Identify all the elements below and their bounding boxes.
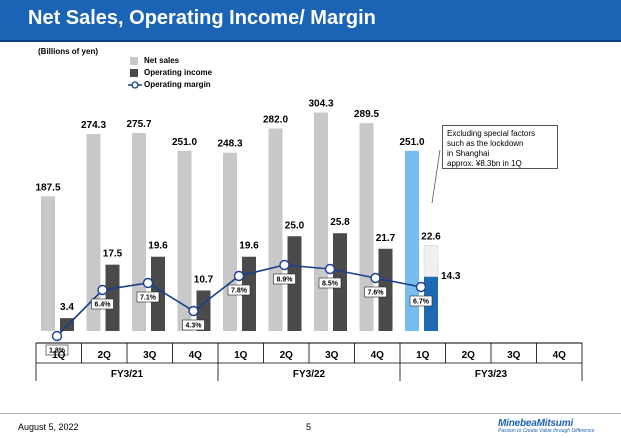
operating-margin-data-label: 8.5% [322,281,339,288]
net-sales-data-label: 251.0 [399,137,424,148]
legend-item-operating-income: Operating income [130,67,212,79]
operating-margin-label-box [409,295,433,307]
x-tick-label: 4Q [189,350,203,361]
net-sales-data-label: 248.3 [217,139,242,150]
net-sales-bar [223,152,237,331]
net-sales-data-label: 274.3 [81,120,106,131]
net-sales-data-label: 275.7 [126,119,151,130]
x-tick-label: 2Q [280,350,294,361]
net-sales-bar [314,112,328,331]
operating-income-data-label: 19.6 [239,241,259,252]
operating-margin-point [324,263,336,275]
x-tick-label: 4Q [553,350,567,361]
operating-margin-point [97,284,108,296]
x-tick-label: 2Q [98,350,112,361]
x-tick-label: 3Q [143,350,157,361]
operating-income-bar [105,264,120,331]
operating-margin-point [142,277,154,289]
operating-margin-data-label: 8.9% [277,277,294,284]
operating-income-data-label: 25.0 [285,220,305,231]
operating-margin-data-label: 7.1% [140,295,157,302]
x-tick-label: 2Q [462,350,476,361]
x-tick-label: 3Q [507,350,521,361]
header-bar: Net Sales, Operating Income/ Margin [0,0,621,40]
operating-margin-point [51,330,63,342]
legend-label-operating-margin: Operating margin [144,80,211,89]
special-factor-bar [423,245,439,278]
operating-margin-point [279,259,290,271]
operating-income-data-label: 19.6 [148,241,168,252]
operating-margin-data-label: 4.3% [186,323,203,330]
operating-margin-label-box [273,273,296,285]
annotation-pointer [431,149,441,204]
legend-item-operating-margin: Operating margin [128,79,212,91]
net-sales-data-label: 251.0 [172,137,197,148]
operating-income-data-label: 14.3 [441,271,461,282]
annotation-line: such as the lockdown [447,139,524,148]
net-sales-bar [86,134,101,331]
operating-margin-point [415,281,427,293]
operating-margin-data-label: 6.4% [95,302,112,309]
operating-margin-label-box [182,319,205,331]
logo-tagline: Passion to Create Value through Differen… [498,428,595,434]
annotation-line: in Shanghai [447,149,490,158]
legend-label-operating-income: Operating income [144,68,213,77]
footer-divider [0,413,621,414]
page-number: 5 [306,422,312,432]
operating-margin-label-box [45,344,69,356]
logo-wordmark: MinebeaMitsumi [498,418,573,429]
fiscal-year-label: FY3/21 [111,369,144,380]
operating-margin-label-box [364,286,387,298]
operating-margin-label-box [227,284,251,296]
operating-margin-label-box [91,298,114,310]
header-divider [0,40,621,42]
fiscal-year-label: FY3/22 [293,369,326,380]
company-logo: MinebeaMitsumi Passion to Create Value t… [498,418,594,434]
x-tick-label: 1Q [52,350,66,361]
operating-income-data-label: 21.7 [376,233,396,244]
x-tick-label: 1Q [416,350,430,361]
net-sales-bar [268,128,283,331]
operating-income-data-label: 17.5 [103,249,123,260]
page-title: Net Sales, Operating Income/ Margin [28,7,376,29]
operating-margin-point [233,270,245,282]
annotation-callout: Excluding special factors such as the lo… [442,125,558,169]
net-sales-data-label: 289.5 [354,109,379,120]
operating-margin-label-box [136,291,160,303]
operating-margin-point [370,272,381,284]
net-sales-bar [177,150,192,331]
x-tick-label: 4Q [371,350,385,361]
operating-income-data-label: 3.4 [60,302,74,313]
operating-income-data-label: 10.7 [194,274,214,285]
legend-label-net-sales: Net sales [144,56,180,65]
operating-margin-label-box [318,277,342,289]
operating-margin-data-label: 7.6% [368,290,385,297]
x-tick-label: 3Q [325,350,339,361]
annotation-line: Excluding special factors [447,129,536,138]
net-sales-data-label: 304.3 [308,99,333,110]
net-sales-swatch [130,57,138,65]
annotation-line: approx. ¥8.3bn in 1Q [447,159,522,168]
net-sales-data-label: 282.0 [263,115,288,126]
net-sales-bar [132,133,146,331]
operating-margin-data-label: 7.8% [231,288,248,295]
operating-income-swatch [130,69,138,77]
footer-date: August 5, 2022 [18,422,79,432]
legend: Net sales Operating income Operating mar… [128,55,212,91]
units-label: (Billions of yen) [38,47,98,56]
operating-margin-point [188,305,199,317]
fiscal-year-label: FY3/23 [475,369,508,380]
x-tick-label: 1Q [234,350,248,361]
operating-margin-data-label: 1.8% [49,348,66,355]
net-sales-bar [41,196,55,331]
operating-income-data-label: 25.8 [330,217,350,228]
legend-item-net-sales: Net sales [130,55,212,67]
special-factor-data-label: 22.6 [421,231,441,242]
operating-margin-marker-icon [128,81,142,89]
net-sales-bar [359,123,374,331]
operating-margin-data-label: 6.7% [413,299,430,306]
net-sales-data-label: 187.5 [35,182,60,193]
